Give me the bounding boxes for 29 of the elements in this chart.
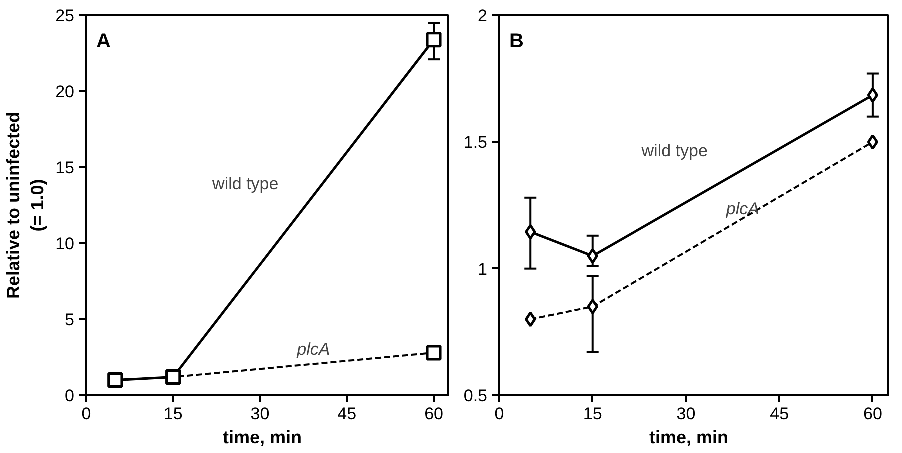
y-tick-label: 0 [65,386,75,406]
x-tick-label: 60 [863,404,882,424]
x-tick-label: 45 [770,404,790,424]
y-tick-label: 0.5 [464,386,488,406]
text: B [510,30,524,52]
y-tick-label: 20 [56,82,75,102]
y-tick-label: 5 [65,310,75,330]
x-tick-label: 15 [583,404,602,424]
y-tick-label: 25 [56,6,75,26]
x-tick-label: 60 [424,404,444,424]
series-label: plcA [296,340,330,360]
text: A [96,30,111,52]
y-tick-label: 2 [478,6,488,26]
x-tick-label: 0 [494,404,504,424]
series-label: wild type [640,142,708,161]
x-tick-label: 0 [82,404,92,424]
x-tick-label: 45 [338,404,357,424]
y-tick-label: 1.5 [464,133,488,152]
y-tick-label: 10 [56,234,75,254]
series-label: plcA [725,200,760,218]
y-axis-title: Relative to uninfected (= 1.0) [4,112,48,300]
x-axis-title: time, min [222,428,302,448]
x-axis-title: time, min [649,428,729,448]
x-tick-label: 15 [164,404,183,424]
series-label: wild type [212,174,279,194]
x-tick-label: 30 [250,404,270,424]
y-tick-label: 1 [478,260,488,279]
y-tick-label: 15 [56,158,75,178]
x-tick-label: 30 [676,404,696,424]
